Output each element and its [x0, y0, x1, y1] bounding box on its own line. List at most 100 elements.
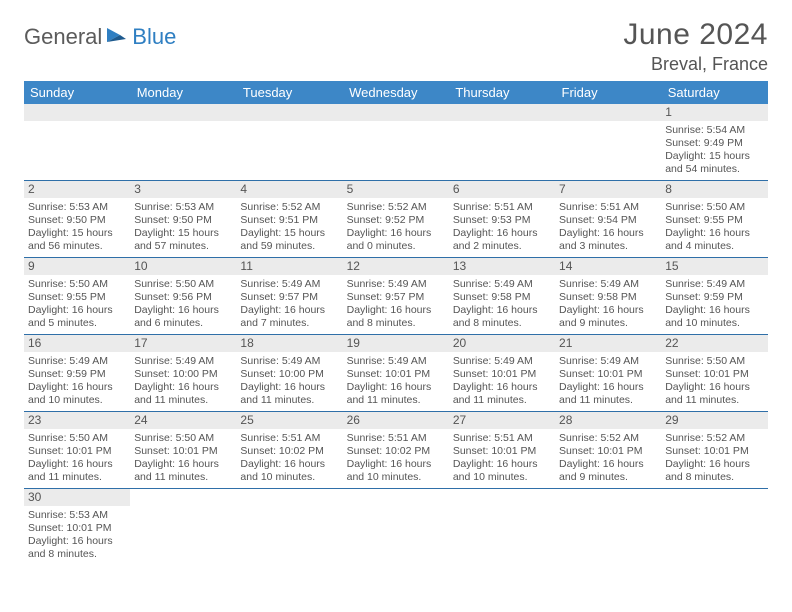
cell-details: Sunrise: 5:49 AMSunset: 10:00 PMDaylight… — [240, 354, 338, 407]
day-number-bar: 20 — [449, 335, 555, 352]
title-block: June 2024 Breval, France — [623, 18, 768, 75]
calendar-cell: 5Sunrise: 5:52 AMSunset: 9:52 PMDaylight… — [343, 181, 449, 258]
day-number-bar: 19 — [343, 335, 449, 352]
day-number-bar: 22 — [661, 335, 767, 352]
day-number-bar: 8 — [661, 181, 767, 198]
day-number-bar: 2 — [24, 181, 130, 198]
calendar-cell: 22 Sunrise: 5:50 AMSunset: 10:01 PMDaylig… — [661, 335, 767, 412]
calendar-cell: 18Sunrise: 5:49 AMSunset: 10:00 PMDaylig… — [236, 335, 342, 412]
day-header: Monday — [130, 81, 236, 104]
calendar-cell: 24Sunrise: 5:50 AMSunset: 10:01 PMDaylig… — [130, 412, 236, 489]
cell-details: Sunrise: 5:52 AMSunset: 10:01 PMDaylight… — [559, 431, 657, 484]
day-number-bar: 26 — [343, 412, 449, 429]
cell-details: Sunrise: 5:49 AMSunset: 9:59 PMDaylight:… — [28, 354, 126, 407]
location: Breval, France — [623, 54, 768, 75]
cell-details: Sunrise: 5:52 AMSunset: 10:01 PMDaylight… — [665, 431, 763, 484]
day-number-bar: 16 — [24, 335, 130, 352]
calendar-row: 16 Sunrise: 5:49 AMSunset: 9:59 PMDayligh… — [24, 335, 768, 412]
calendar-cell — [130, 104, 236, 181]
cell-details: Sunrise: 5:50 AMSunset: 10:01 PMDaylight… — [665, 354, 763, 407]
calendar-cell: 6Sunrise: 5:51 AMSunset: 9:53 PMDaylight… — [449, 181, 555, 258]
day-number-bar — [555, 489, 661, 506]
calendar-cell: 13 Sunrise: 5:49 AMSunset: 9:58 PMDayligh… — [449, 258, 555, 335]
cell-details: Sunrise: 5:49 AMSunset: 9:58 PMDaylight:… — [453, 277, 551, 330]
day-number-bar — [130, 489, 236, 506]
header: General Blue June 2024 Breval, France — [24, 18, 768, 75]
calendar-cell — [555, 104, 661, 181]
calendar-cell — [236, 489, 342, 566]
calendar-cell — [661, 489, 767, 566]
calendar-row: 9Sunrise: 5:50 AMSunset: 9:55 PMDaylight… — [24, 258, 768, 335]
calendar-cell: 10 Sunrise: 5:50 AMSunset: 9:56 PMDayligh… — [130, 258, 236, 335]
day-number-bar: 13 — [449, 258, 555, 275]
calendar-cell: 26 Sunrise: 5:51 AMSunset: 10:02 PMDaylig… — [343, 412, 449, 489]
calendar-cell: 14Sunrise: 5:49 AMSunset: 9:58 PMDayligh… — [555, 258, 661, 335]
cell-details: Sunrise: 5:50 AMSunset: 9:56 PMDaylight:… — [134, 277, 232, 330]
cell-details: Sunrise: 5:49 AMSunset: 9:59 PMDaylight:… — [665, 277, 763, 330]
calendar-cell — [130, 489, 236, 566]
calendar-cell — [449, 104, 555, 181]
day-number-bar — [236, 489, 342, 506]
cell-details: Sunrise: 5:52 AMSunset: 9:51 PMDaylight:… — [240, 200, 338, 253]
calendar-cell: 20 Sunrise: 5:49 AMSunset: 10:01 PMDaylig… — [449, 335, 555, 412]
cell-details: Sunrise: 5:53 AMSunset: 9:50 PMDaylight:… — [134, 200, 232, 253]
logo-word2: Blue — [132, 24, 176, 50]
cell-details: Sunrise: 5:49 AMSunset: 9:58 PMDaylight:… — [559, 277, 657, 330]
calendar-cell: 29 Sunrise: 5:52 AMSunset: 10:01 PMDaylig… — [661, 412, 767, 489]
cell-details: Sunrise: 5:50 AMSunset: 10:01 PMDaylight… — [28, 431, 126, 484]
cell-details: Sunrise: 5:51 AMSunset: 10:02 PMDaylight… — [347, 431, 445, 484]
cell-details: Sunrise: 5:49 AMSunset: 10:00 PMDaylight… — [134, 354, 232, 407]
day-number-bar: 30 — [24, 489, 130, 506]
cell-details: Sunrise: 5:49 AMSunset: 10:01 PMDaylight… — [559, 354, 657, 407]
calendar-cell — [236, 104, 342, 181]
day-number-bar: 3 — [130, 181, 236, 198]
cell-details: Sunrise: 5:49 AMSunset: 10:01 PMDaylight… — [453, 354, 551, 407]
cell-details: Sunrise: 5:54 AMSunset: 9:49 PMDaylight:… — [665, 123, 763, 176]
cell-details: Sunrise: 5:51 AMSunset: 10:02 PMDaylight… — [240, 431, 338, 484]
calendar-cell: 1Sunrise: 5:54 AMSunset: 9:49 PMDaylight… — [661, 104, 767, 181]
cell-details: Sunrise: 5:50 AMSunset: 9:55 PMDaylight:… — [665, 200, 763, 253]
day-number-bar: 11 — [236, 258, 342, 275]
cell-details: Sunrise: 5:51 AMSunset: 9:54 PMDaylight:… — [559, 200, 657, 253]
calendar-cell: 11Sunrise: 5:49 AMSunset: 9:57 PMDayligh… — [236, 258, 342, 335]
calendar-cell — [24, 104, 130, 181]
calendar-cell — [343, 104, 449, 181]
day-number-bar: 21 — [555, 335, 661, 352]
cell-details: Sunrise: 5:51 AMSunset: 10:01 PMDaylight… — [453, 431, 551, 484]
calendar-cell: 12Sunrise: 5:49 AMSunset: 9:57 PMDayligh… — [343, 258, 449, 335]
flag-icon — [106, 26, 128, 49]
calendar-row: 23 Sunrise: 5:50 AMSunset: 10:01 PMDaylig… — [24, 412, 768, 489]
calendar-cell: 15 Sunrise: 5:49 AMSunset: 9:59 PMDayligh… — [661, 258, 767, 335]
day-number-bar — [449, 489, 555, 506]
cell-details: Sunrise: 5:49 AMSunset: 10:01 PMDaylight… — [347, 354, 445, 407]
cell-details: Sunrise: 5:50 AMSunset: 9:55 PMDaylight:… — [28, 277, 126, 330]
day-header: Saturday — [661, 81, 767, 104]
calendar-cell: 7 Sunrise: 5:51 AMSunset: 9:54 PMDaylight… — [555, 181, 661, 258]
day-number-bar — [661, 489, 767, 506]
calendar-cell: 21 Sunrise: 5:49 AMSunset: 10:01 PMDaylig… — [555, 335, 661, 412]
calendar-cell: 4Sunrise: 5:52 AMSunset: 9:51 PMDaylight… — [236, 181, 342, 258]
calendar-cell: 27Sunrise: 5:51 AMSunset: 10:01 PMDaylig… — [449, 412, 555, 489]
calendar-cell: 17 Sunrise: 5:49 AMSunset: 10:00 PMDaylig… — [130, 335, 236, 412]
calendar-row: 2Sunrise: 5:53 AMSunset: 9:50 PMDaylight… — [24, 181, 768, 258]
day-number-bar: 12 — [343, 258, 449, 275]
calendar-cell — [555, 489, 661, 566]
day-number-bar: 7 — [555, 181, 661, 198]
logo: General Blue — [24, 24, 176, 50]
day-number-bar: 5 — [343, 181, 449, 198]
calendar-cell — [449, 489, 555, 566]
day-number-bar — [449, 104, 555, 121]
day-number-bar: 15 — [661, 258, 767, 275]
day-number-bar: 10 — [130, 258, 236, 275]
logo-word1: General — [24, 24, 102, 50]
calendar-cell: 2 Sunrise: 5:53 AMSunset: 9:50 PMDaylight… — [24, 181, 130, 258]
day-number-bar: 23 — [24, 412, 130, 429]
calendar-cell: 19 Sunrise: 5:49 AMSunset: 10:01 PMDaylig… — [343, 335, 449, 412]
day-header-row: SundayMondayTuesdayWednesdayThursdayFrid… — [24, 81, 768, 104]
day-number-bar — [343, 489, 449, 506]
day-number-bar: 17 — [130, 335, 236, 352]
day-number-bar — [343, 104, 449, 121]
day-number-bar: 29 — [661, 412, 767, 429]
cell-details: Sunrise: 5:53 AMSunset: 9:50 PMDaylight:… — [28, 200, 126, 253]
day-number-bar: 25 — [236, 412, 342, 429]
